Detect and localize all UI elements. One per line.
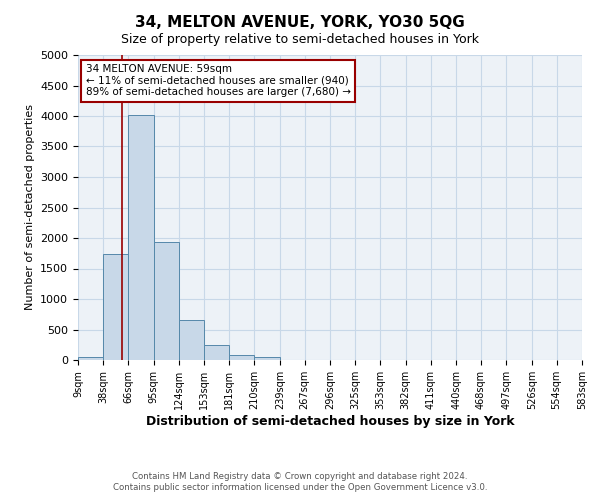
Bar [103, 254, 128, 360]
Text: Size of property relative to semi-detached houses in York: Size of property relative to semi-detach… [121, 32, 479, 46]
Bar [78, 357, 103, 360]
Y-axis label: Number of semi-detached properties: Number of semi-detached properties [25, 104, 35, 310]
Bar [254, 357, 280, 360]
Bar [128, 115, 154, 360]
Bar [229, 355, 254, 360]
Text: 34, MELTON AVENUE, YORK, YO30 5QG: 34, MELTON AVENUE, YORK, YO30 5QG [135, 15, 465, 30]
Bar [205, 345, 229, 360]
X-axis label: Distribution of semi-detached houses by size in York: Distribution of semi-detached houses by … [146, 414, 514, 428]
Text: Contains HM Land Registry data © Crown copyright and database right 2024.
Contai: Contains HM Land Registry data © Crown c… [113, 472, 487, 492]
Text: 34 MELTON AVENUE: 59sqm
← 11% of semi-detached houses are smaller (940)
89% of s: 34 MELTON AVENUE: 59sqm ← 11% of semi-de… [86, 64, 350, 98]
Bar [154, 242, 179, 360]
Bar [179, 320, 205, 360]
